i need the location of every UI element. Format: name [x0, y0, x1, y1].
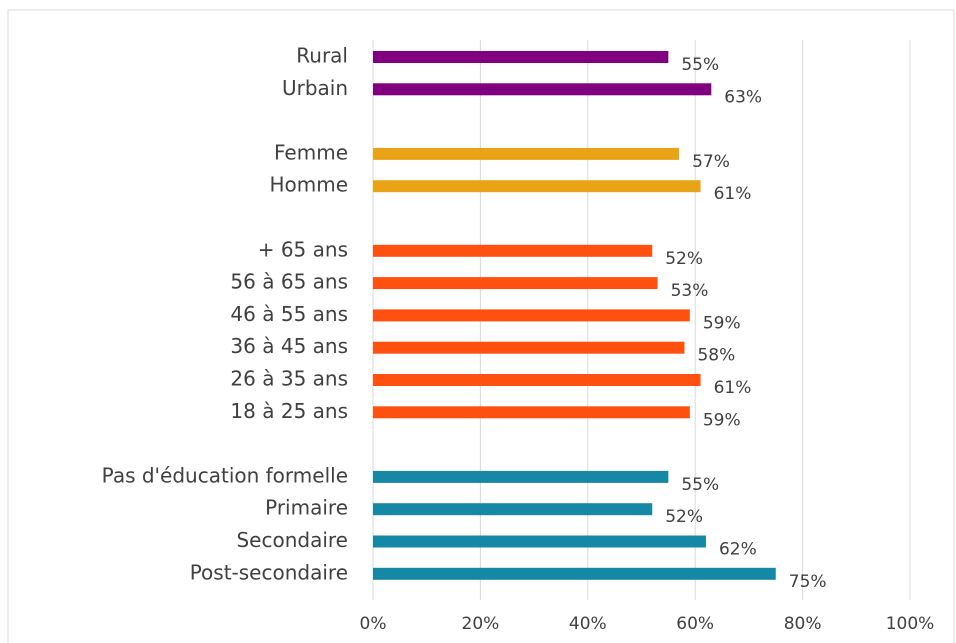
y-tick-label: Post-secondaire [190, 560, 348, 584]
value-label: 57% [692, 152, 730, 172]
bar [373, 83, 712, 96]
value-label: 53% [671, 281, 709, 301]
bar [373, 567, 776, 580]
y-tick-label: Pas d'éducation formelle [102, 463, 348, 487]
y-tick-label: Homme [269, 173, 348, 197]
y-tick-label: + 65 ans [258, 237, 348, 261]
bar [373, 535, 706, 548]
bar [373, 341, 685, 354]
x-tick-label: 0% [360, 614, 387, 634]
bar [373, 374, 701, 386]
y-tick-label: 56 à 65 ans [230, 270, 348, 294]
y-tick-label: 26 à 35 ans [230, 367, 348, 391]
x-tick-label: 60% [676, 614, 714, 634]
bar [373, 406, 690, 419]
y-tick-label: Rural [296, 44, 348, 68]
x-tick-label: 80% [784, 614, 822, 634]
y-tick-label: 46 à 55 ans [230, 302, 348, 326]
value-label: 59% [703, 313, 741, 333]
x-tick-label: 100% [886, 614, 935, 634]
value-label: 59% [703, 410, 741, 430]
value-label: 55% [681, 55, 719, 75]
x-tick-label: 20% [462, 614, 500, 634]
y-tick-label: Urbain [282, 76, 348, 100]
value-label: 62% [719, 540, 757, 560]
bar [373, 180, 701, 193]
value-label: 52% [665, 249, 703, 269]
y-tick-label: Secondaire [236, 528, 348, 552]
y-tick-label: Primaire [265, 496, 348, 520]
y-tick-label: Femme [274, 140, 348, 164]
value-label: 63% [724, 87, 762, 107]
chart-frame [7, 9, 955, 643]
y-tick-label: 18 à 25 ans [230, 399, 348, 423]
bar [373, 277, 658, 290]
value-label: 58% [697, 346, 735, 366]
bar [373, 244, 653, 257]
bar [373, 51, 669, 63]
y-tick-label: 36 à 45 ans [230, 334, 348, 358]
x-tick-label: 40% [569, 614, 607, 634]
value-label: 61% [714, 184, 752, 204]
bar [373, 147, 680, 160]
bar [373, 309, 690, 322]
value-label: 61% [714, 378, 752, 398]
value-label: 55% [681, 475, 719, 495]
bar [373, 503, 653, 516]
bar [373, 470, 669, 483]
value-label: 75% [789, 572, 827, 592]
value-label: 52% [665, 507, 703, 527]
